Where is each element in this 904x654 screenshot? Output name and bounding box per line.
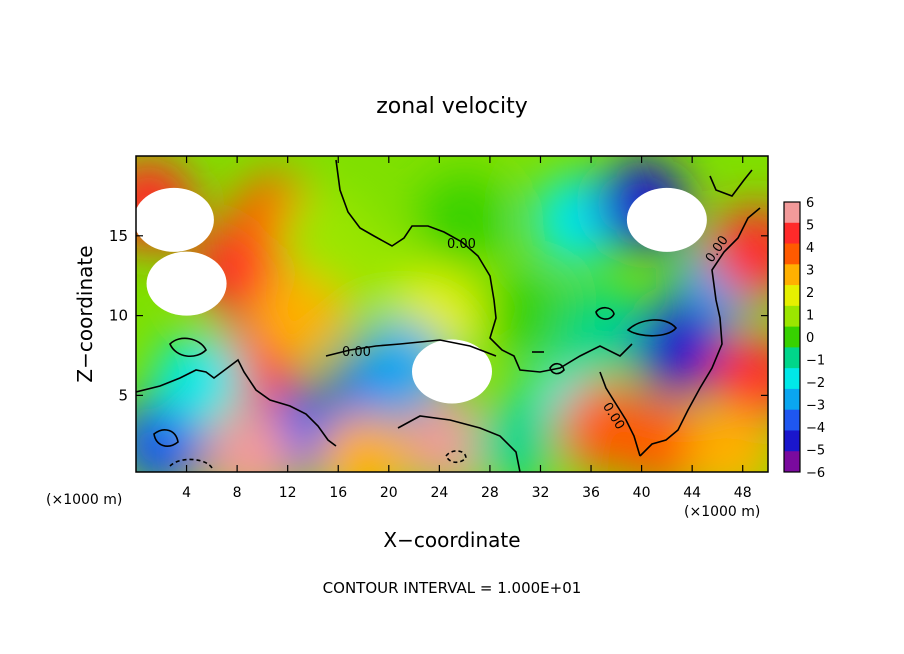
x-tick-label: 48	[734, 485, 752, 501]
saturated-region	[136, 187, 214, 252]
colorbar-swatch	[784, 222, 800, 245]
field-blob	[684, 405, 768, 472]
field-blob	[633, 301, 726, 394]
colorbar-swatch	[784, 202, 800, 224]
field-blob	[317, 413, 410, 472]
colorbar-tick-label: −3	[806, 399, 825, 414]
x-tick-label: 32	[532, 485, 550, 501]
x-tick-label: 16	[329, 485, 347, 501]
zero-contour	[335, 159, 633, 373]
x-tick-label: 4	[182, 485, 191, 501]
y-axis-label: Z−coordinate	[73, 245, 97, 382]
x-tick-label: 12	[279, 485, 297, 501]
field-blob	[469, 397, 562, 472]
colorbar-tick-label: 4	[806, 241, 814, 256]
field-blob	[203, 410, 296, 472]
x-unit-left: (×1000 m)	[46, 492, 122, 508]
zero-contour-dashed	[169, 458, 213, 469]
colorbar-tick-label: 3	[806, 264, 814, 279]
x-tick-label: 44	[683, 485, 701, 501]
saturated-region	[146, 251, 227, 316]
y-tick-label: 5	[118, 386, 128, 404]
x-axis-label: X−coordinate	[383, 528, 520, 552]
y-axis: 5 10 15	[109, 227, 768, 404]
contour-interval-note: CONTOUR INTERVAL = 1.000E+01	[323, 579, 582, 597]
chart-title: zonal velocity	[376, 94, 528, 119]
zero-contour-dashed	[445, 450, 467, 464]
colorbar-tick-label: 1	[806, 309, 814, 324]
x-unit-right: (×1000 m)	[684, 504, 760, 520]
field-blob	[254, 269, 347, 362]
field-blob	[709, 205, 768, 298]
colorbar-tick-label: −1	[806, 354, 825, 369]
colorbar-swatch	[784, 264, 800, 286]
x-axis: 4 8 12 16 20 24 28 32 36 40 44 48	[182, 156, 752, 501]
x-tick-label: 8	[233, 485, 242, 501]
colorbar-frame	[783, 201, 801, 473]
zero-contour	[599, 371, 641, 457]
colorbar-swatch	[784, 409, 800, 431]
y-tick-label: 15	[109, 227, 128, 245]
field-blob	[153, 333, 246, 426]
colorbar-tick-label: 5	[806, 219, 814, 234]
colorbar-swatch	[784, 243, 800, 265]
x-tick-label: 20	[380, 485, 398, 501]
field-blob	[481, 269, 574, 362]
zero-contour	[549, 362, 565, 375]
colorbar-swatch	[784, 347, 800, 369]
contour-label: 0.00	[447, 237, 476, 252]
zero-contour	[325, 339, 497, 357]
zero-contour	[639, 207, 761, 457]
colorbar-tick-label: 0	[806, 331, 814, 346]
x-tick-label: 24	[430, 485, 448, 501]
colorbar-tick-label: −5	[806, 444, 825, 459]
colorbar-tick-label: 2	[806, 286, 814, 301]
zero-contour	[153, 429, 179, 447]
colorbar-swatch	[784, 430, 800, 452]
field-blob	[709, 333, 768, 426]
colorbar: 6 5 4 3 2 1 0 −1 −2 −3 −4 −5 −6	[783, 196, 825, 481]
plot-frame	[135, 155, 769, 473]
colorbar-swatch	[784, 451, 800, 473]
colorbar-swatch	[784, 285, 800, 307]
colorbar-swatch	[784, 326, 800, 348]
zero-contour	[595, 306, 615, 320]
y-tick-label: 10	[109, 307, 128, 325]
colorbar-tick-label: −6	[806, 466, 825, 481]
colorbar-swatch	[784, 388, 800, 411]
zero-contours	[136, 159, 761, 472]
saturated-regions	[136, 187, 707, 404]
zero-contour	[169, 337, 207, 357]
colorbar-swatch	[784, 305, 800, 328]
colorbar-tick-label: −2	[806, 376, 825, 391]
contour-label: 0.00	[342, 345, 371, 360]
zero-contour	[136, 358, 337, 447]
plot-area: 0.00 0.00 0.00 0.00	[135, 155, 769, 473]
zero-contour	[626, 319, 678, 337]
saturated-region	[412, 339, 492, 404]
colorbar-swatch	[784, 368, 800, 390]
colorbar-tick-label: −4	[806, 421, 825, 436]
field-blob	[557, 285, 650, 378]
colorbar-tick-label: 6	[806, 196, 814, 211]
field-blob	[418, 173, 511, 266]
x-tick-label: 28	[481, 485, 499, 501]
zero-contour	[397, 415, 521, 472]
x-tick-label: 40	[633, 485, 651, 501]
saturated-region	[626, 187, 707, 252]
x-tick-label: 36	[582, 485, 600, 501]
zero-contour	[709, 169, 753, 197]
